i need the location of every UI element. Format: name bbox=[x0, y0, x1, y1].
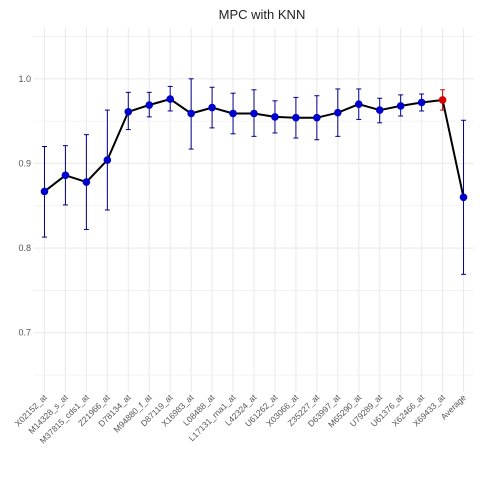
y-axis-ticks: 0.7 0.8 0.9 1.0 bbox=[18, 74, 31, 338]
y-tick-label: 1.0 bbox=[18, 74, 31, 84]
y-tick-label: 0.8 bbox=[18, 243, 31, 253]
data-point bbox=[208, 103, 216, 112]
data-point bbox=[250, 109, 258, 118]
data-point bbox=[124, 108, 133, 116]
data-point bbox=[417, 98, 426, 107]
data-point bbox=[354, 100, 363, 108]
data-points bbox=[40, 95, 468, 202]
data-point bbox=[292, 113, 300, 122]
data-point bbox=[61, 171, 70, 180]
data-point bbox=[396, 102, 405, 110]
grid-lines bbox=[34, 28, 474, 392]
data-point bbox=[166, 95, 174, 103]
data-point bbox=[103, 156, 112, 164]
x-axis-ticks: X02152_atM14328_s_atM37815_cds1_atZ21966… bbox=[13, 392, 468, 446]
data-point bbox=[459, 193, 468, 202]
data-point bbox=[271, 113, 279, 121]
data-point bbox=[40, 187, 49, 196]
y-tick-label: 0.7 bbox=[18, 328, 31, 338]
data-point bbox=[313, 113, 321, 122]
data-point bbox=[82, 178, 91, 186]
data-point bbox=[375, 106, 384, 114]
data-point bbox=[229, 109, 237, 118]
data-point bbox=[187, 109, 195, 118]
data-point bbox=[334, 108, 342, 117]
y-tick-label: 0.9 bbox=[18, 158, 31, 168]
data-point-highlighted bbox=[438, 96, 447, 104]
data-point bbox=[145, 101, 154, 109]
chart-title: MPC with KNN bbox=[219, 7, 306, 22]
